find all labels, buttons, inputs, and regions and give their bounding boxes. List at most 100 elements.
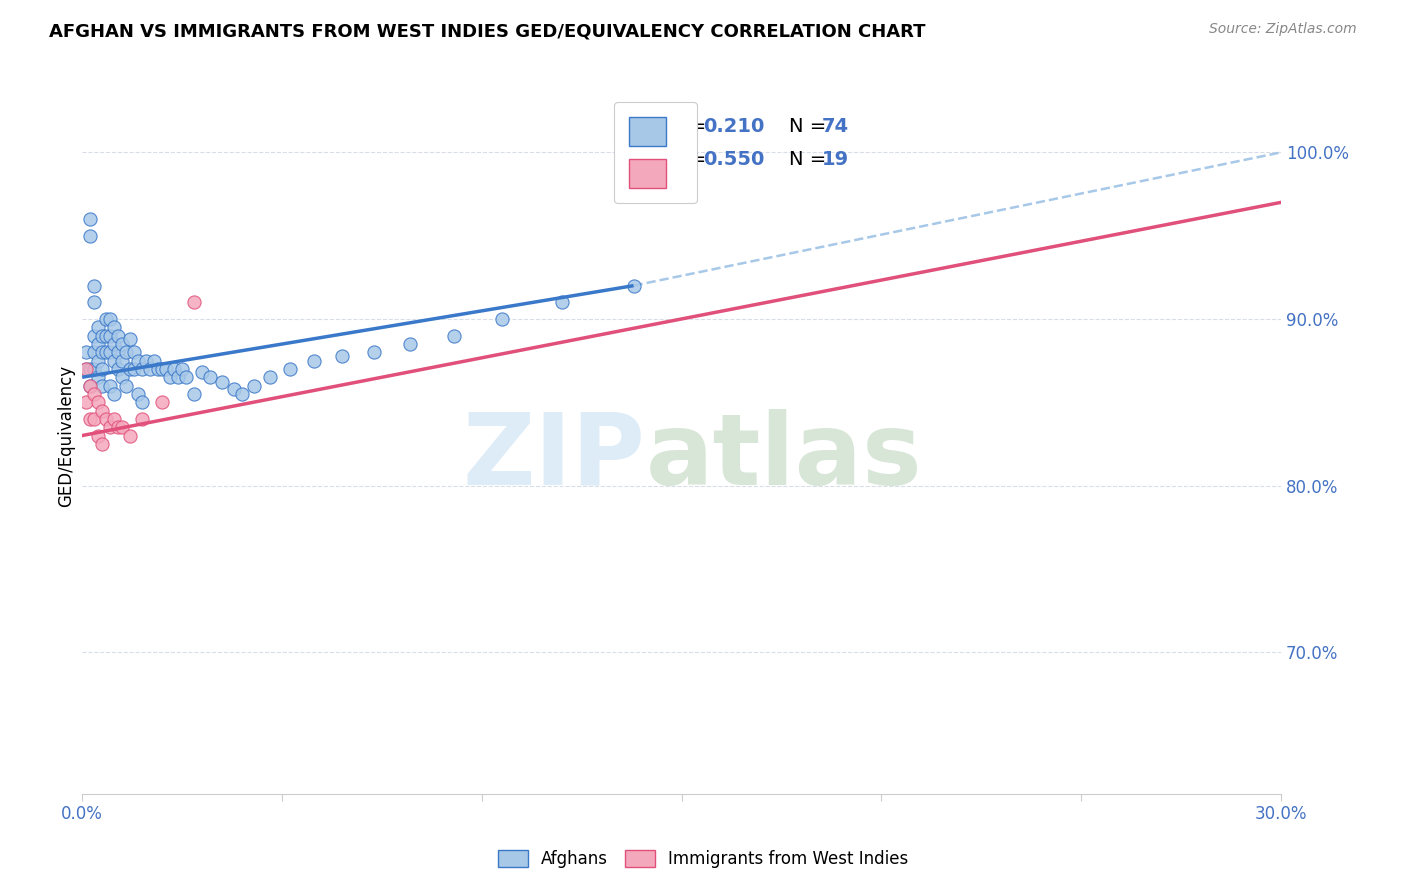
Text: Source: ZipAtlas.com: Source: ZipAtlas.com [1209,22,1357,37]
Point [83,295,105,310]
Point [111,370,134,384]
Point [111,353,134,368]
Point [103,320,125,334]
Point [131,412,153,426]
Point [83,328,105,343]
Point [167,370,190,384]
Point [107,328,129,343]
Point [83,278,105,293]
Text: 19: 19 [821,151,849,169]
Point [302,353,325,368]
Point [98,312,121,326]
Point [83,362,105,376]
Point [159,370,181,384]
Point [94,412,117,426]
Point [122,345,145,359]
Point [122,362,145,376]
Point [94,312,117,326]
Point [107,345,129,359]
Point [211,376,233,390]
Point [83,345,105,359]
Legend: , : , [614,103,697,202]
Point [75,345,97,359]
Point [111,420,134,434]
Point [183,387,205,401]
Point [94,345,117,359]
Point [120,332,142,346]
Point [103,412,125,426]
Point [87,337,110,351]
Point [111,337,134,351]
Text: ZIP: ZIP [463,409,645,506]
Point [231,387,253,401]
Point [107,362,129,376]
Point [150,395,173,409]
Text: AFGHAN VS IMMIGRANTS FROM WEST INDIES GED/EQUIVALENCY CORRELATION CHART: AFGHAN VS IMMIGRANTS FROM WEST INDIES GE… [49,22,925,40]
Point [87,428,110,442]
Text: N =: N = [789,151,832,169]
Point [243,378,266,392]
Point [127,387,149,401]
Text: atlas: atlas [645,409,922,506]
Point [75,362,97,376]
Point [115,345,138,359]
Point [174,370,197,384]
Point [94,328,117,343]
Point [127,353,149,368]
Point [91,328,114,343]
Point [83,387,105,401]
Text: R =: R = [669,117,711,136]
Point [98,345,121,359]
Point [443,328,465,343]
Point [103,337,125,351]
Point [491,312,513,326]
Point [139,362,162,376]
Point [163,362,186,376]
Point [79,378,101,392]
Point [398,337,420,351]
Point [103,353,125,368]
Point [75,362,97,376]
Point [550,295,572,310]
Point [198,370,221,384]
Point [91,362,114,376]
Legend: Afghans, Immigrants from West Indies: Afghans, Immigrants from West Indies [491,843,915,875]
Text: N =: N = [789,117,832,136]
Point [120,362,142,376]
Point [183,295,205,310]
Point [79,228,101,243]
Text: 0.210: 0.210 [703,117,765,136]
Point [79,378,101,392]
Point [79,212,101,227]
Point [170,362,193,376]
Point [191,365,214,379]
Point [259,370,281,384]
Point [87,370,110,384]
Point [91,437,114,451]
Point [79,362,101,376]
Point [623,278,645,293]
Point [98,420,121,434]
Point [120,428,142,442]
Point [103,387,125,401]
Point [91,403,114,417]
Point [107,420,129,434]
Point [150,362,173,376]
Point [91,345,114,359]
Text: 0.550: 0.550 [703,151,765,169]
Point [143,353,166,368]
Text: R =: R = [669,151,711,169]
Point [91,378,114,392]
Point [363,345,385,359]
Point [330,349,353,363]
Point [278,362,301,376]
Text: 74: 74 [821,117,849,136]
Point [79,412,101,426]
Point [155,362,177,376]
Y-axis label: GED/Equivalency: GED/Equivalency [58,365,75,507]
Point [146,362,169,376]
Point [135,353,157,368]
Point [83,412,105,426]
Point [98,378,121,392]
Point [131,395,153,409]
